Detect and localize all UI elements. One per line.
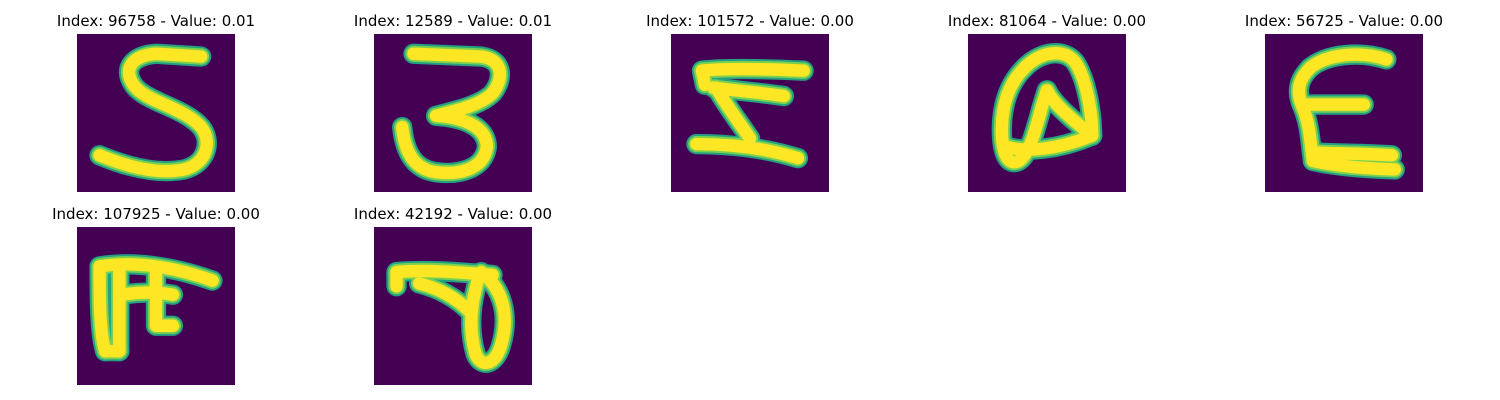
panel-title: Index: 107925 - Value: 0.00	[52, 205, 260, 223]
digit-image	[671, 34, 829, 192]
panel-title: Index: 96758 - Value: 0.01	[56, 12, 256, 30]
panel-title: Index: 56725 - Value: 0.00	[1244, 12, 1444, 30]
glyph-core-stroke	[396, 47, 507, 180]
panel-3: Index: 101572 - Value: 0.00	[646, 12, 854, 192]
panel-2: Index: 12589 - Value: 0.01	[354, 12, 552, 192]
glyph-core-stroke	[1040, 84, 1099, 142]
glyph-core-stroke	[1018, 47, 1099, 142]
glyph-core-stroke	[690, 137, 805, 165]
glyph-core-stroke	[1306, 146, 1399, 162]
glyph-core-stroke	[1303, 48, 1393, 75]
digit-image	[968, 34, 1126, 192]
glyph-core-stroke	[412, 277, 477, 318]
glyph-core-stroke	[1001, 129, 1099, 156]
glyph-strokes	[392, 43, 510, 184]
glyph-strokes	[1288, 44, 1405, 180]
panel-7: Index: 42192 - Value: 0.00	[354, 205, 552, 385]
panel-title: Index: 101572 - Value: 0.00	[646, 12, 854, 30]
glyph-core-stroke	[149, 265, 180, 332]
digit-image	[374, 227, 532, 385]
glyph-core-stroke	[93, 260, 112, 358]
glyph-core-stroke	[995, 61, 1054, 169]
panel-title: Index: 81064 - Value: 0.00	[947, 12, 1147, 30]
glyph-strokes	[386, 260, 515, 373]
panel-title: Index: 12589 - Value: 0.01	[353, 12, 553, 30]
glyph-core-stroke	[1306, 154, 1401, 176]
glyph-strokes	[89, 43, 217, 182]
glyph-core-stroke	[115, 286, 180, 301]
panel-title: Index: 42192 - Value: 0.00	[353, 205, 553, 223]
glyph-core-stroke	[709, 81, 757, 145]
glyph-core-stroke	[695, 64, 712, 91]
panel-4: Index: 81064 - Value: 0.00	[948, 12, 1146, 192]
glyph-core-stroke	[695, 62, 810, 77]
panel-1: Index: 96758 - Value: 0.01	[57, 12, 255, 192]
digit-image	[374, 34, 532, 192]
digit-image	[77, 34, 235, 192]
glyph-core-stroke	[465, 265, 511, 369]
digit-image	[77, 227, 235, 385]
glyph-strokes	[991, 43, 1103, 173]
glyph-core-stroke	[93, 258, 219, 287]
panel-6: Index: 107925 - Value: 0.00	[52, 205, 260, 385]
glyph-strokes	[686, 58, 814, 169]
glyph-strokes	[89, 254, 223, 362]
panel-5: Index: 56725 - Value: 0.00	[1245, 12, 1443, 192]
digit-image	[1265, 34, 1423, 192]
glyph-core-stroke	[93, 47, 213, 178]
